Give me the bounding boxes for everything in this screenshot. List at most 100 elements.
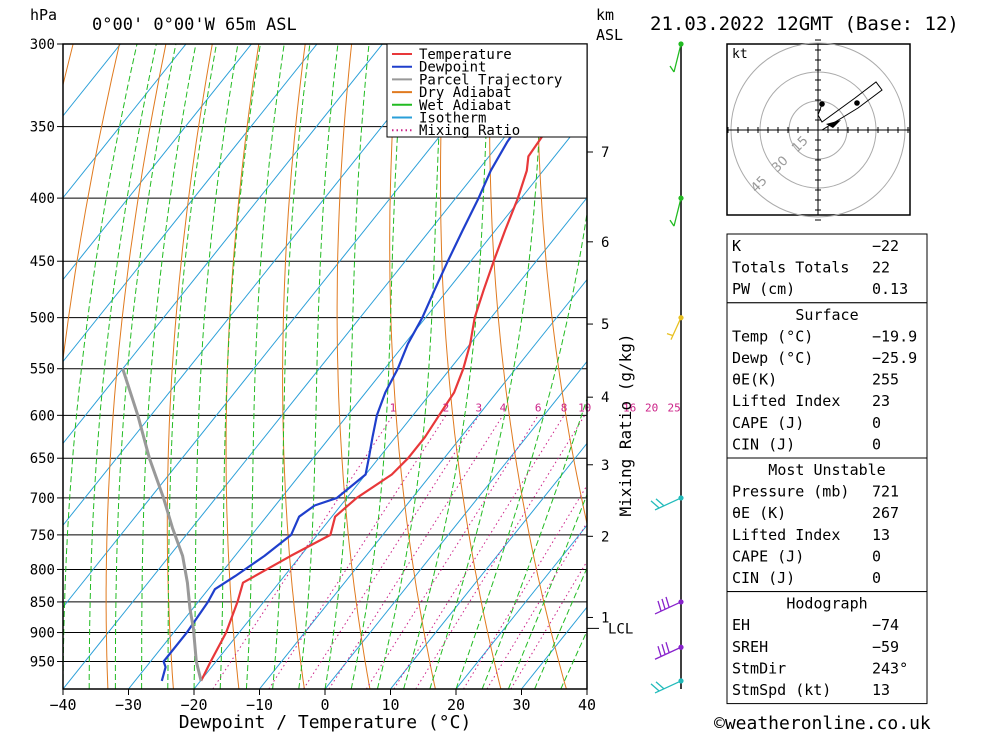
parcel-trajectory-line bbox=[121, 368, 203, 682]
wet-adiabat-line bbox=[272, 44, 311, 689]
panel-row-label: StmDir bbox=[732, 659, 786, 677]
legend-entry: Dry Adiabat bbox=[419, 85, 512, 101]
storm-motion-arrow bbox=[826, 120, 841, 128]
wind-barb-staff bbox=[654, 596, 682, 615]
wet-adiabat-line bbox=[376, 44, 445, 689]
hodograph-trace bbox=[817, 81, 883, 131]
panel-row-value: 0 bbox=[872, 569, 881, 587]
mixing-ratio-label: 20 bbox=[645, 401, 658, 414]
legend-entry: Temperature bbox=[419, 47, 512, 63]
panel-section-hodograph bbox=[726, 591, 928, 705]
wind-barb bbox=[654, 596, 684, 615]
isotherm-line bbox=[63, 44, 580, 689]
mixing-ratio-line bbox=[510, 560, 587, 689]
panel-row-label: Totals Totals bbox=[732, 259, 849, 277]
pressure-tick-label: 850 bbox=[30, 595, 55, 611]
panel-section-title: Most Unstable bbox=[768, 461, 885, 479]
pressure-unit-label: hPa bbox=[30, 6, 57, 24]
wind-barb-staff bbox=[650, 497, 682, 511]
height-tick-label: 6 bbox=[601, 235, 609, 251]
mixing-ratio-lines bbox=[212, 415, 587, 689]
wind-barb bbox=[650, 678, 684, 694]
wet-adiabat-line bbox=[167, 44, 217, 689]
hodograph-point bbox=[819, 101, 825, 107]
temperature-tick-label: 10 bbox=[381, 696, 399, 714]
hodograph-point bbox=[854, 100, 860, 106]
panel-section-most-unstable bbox=[726, 457, 928, 593]
pressure-tick-label: 450 bbox=[30, 254, 55, 270]
pressure-tick-label: 950 bbox=[30, 655, 55, 671]
wind-barb-staff bbox=[654, 642, 682, 660]
temperature-tick-label: 40 bbox=[578, 696, 596, 714]
wind-barb bbox=[669, 195, 684, 227]
wet-adiabat-line bbox=[298, 44, 339, 689]
mixing-ratio-label: 6 bbox=[535, 401, 542, 414]
panel-row-label: θE (K) bbox=[732, 504, 786, 522]
wind-barb-staff bbox=[666, 317, 682, 340]
dry-adiabat-line bbox=[389, 44, 436, 689]
panel-row-value: −74 bbox=[872, 616, 899, 634]
panel-row-value: 267 bbox=[872, 504, 899, 522]
panel-section-title: Hodograph bbox=[786, 595, 867, 613]
skewt-plot-area bbox=[0, 44, 1000, 689]
panel-row-value: 22 bbox=[872, 259, 890, 277]
isotherm-line bbox=[455, 524, 587, 689]
panel-row-label: PW (cm) bbox=[732, 280, 795, 298]
x-axis-title: Dewpoint / Temperature (°C) bbox=[179, 712, 472, 733]
height-tick-label: 5 bbox=[601, 317, 609, 333]
panel-row-label: SREH bbox=[732, 638, 768, 656]
panel-row-value: 0 bbox=[872, 414, 881, 432]
wet-adiabat-line bbox=[245, 44, 285, 689]
asl-unit-label: ASL bbox=[596, 26, 623, 44]
isotherm-line bbox=[390, 442, 587, 689]
height-tick-label: 2 bbox=[601, 529, 609, 545]
panel-row-label: Temp (°C) bbox=[732, 327, 813, 345]
pressure-tick-label: 800 bbox=[30, 562, 55, 578]
height-tick-label: 7 bbox=[601, 145, 609, 161]
wind-barb bbox=[654, 642, 684, 660]
panel-section-title: Surface bbox=[795, 306, 858, 324]
dry-adiabat-line bbox=[955, 44, 1000, 689]
isotherm-line bbox=[324, 360, 587, 689]
panel-row-value: 243° bbox=[872, 659, 908, 677]
pressure-tick-label: 550 bbox=[30, 362, 55, 378]
isotherm-line bbox=[128, 115, 587, 689]
mixing-ratio-line bbox=[328, 415, 504, 689]
temperature-tick-label: −10 bbox=[246, 696, 273, 714]
temperature-tick-label: −40 bbox=[49, 696, 76, 714]
panel-row-label: θE(K) bbox=[732, 371, 777, 389]
mixing-ratio-line bbox=[415, 415, 586, 689]
pressure-tick-label: 700 bbox=[30, 491, 55, 507]
wet-adiabat-line bbox=[219, 44, 261, 689]
panel-row-value: 0.13 bbox=[872, 280, 908, 298]
wet-adiabat-line bbox=[350, 44, 405, 689]
mixing-ratio-label: 3 bbox=[475, 401, 482, 414]
copyright-label: ©weatheronline.co.uk bbox=[714, 713, 931, 733]
wind-barb bbox=[666, 315, 684, 340]
height-axis: 1 2 3 4 5 6 7 LCL bbox=[587, 145, 633, 637]
wet-adiabat-line bbox=[141, 44, 197, 689]
temperature-axis: −40 −30 −20 −10 0 10 20 30 40 bbox=[49, 689, 596, 714]
mixing-ratio-line bbox=[463, 484, 587, 689]
mixing-ratio-label: 16 bbox=[623, 401, 636, 414]
pressure-tick-label: 500 bbox=[30, 311, 55, 327]
panel-row-value: −19.9 bbox=[872, 327, 917, 345]
temperature-tick-label: 0 bbox=[320, 696, 329, 714]
pressure-tick-label: 350 bbox=[30, 120, 55, 136]
panel-row-value: 13 bbox=[872, 681, 890, 699]
mixing-ratio-line bbox=[303, 415, 480, 689]
panel-row-value: 13 bbox=[872, 526, 890, 544]
dry-adiabat-line bbox=[0, 44, 27, 689]
isotherm-line bbox=[193, 196, 587, 689]
panel-row-value: −22 bbox=[872, 237, 899, 255]
wet-adiabat-line bbox=[481, 397, 587, 689]
height-tick-label: 4 bbox=[601, 390, 609, 406]
wet-adiabat-line bbox=[429, 44, 544, 689]
mixing-ratio-axis-title: Mixing Ratio (g/kg) bbox=[616, 333, 635, 516]
panel-row-value: 0 bbox=[872, 547, 881, 565]
isotherm-line bbox=[63, 44, 187, 199]
pressure-tick-label: 600 bbox=[30, 408, 55, 424]
panel-row-value: 23 bbox=[872, 392, 890, 410]
panel-row-value: −25.9 bbox=[872, 349, 917, 367]
